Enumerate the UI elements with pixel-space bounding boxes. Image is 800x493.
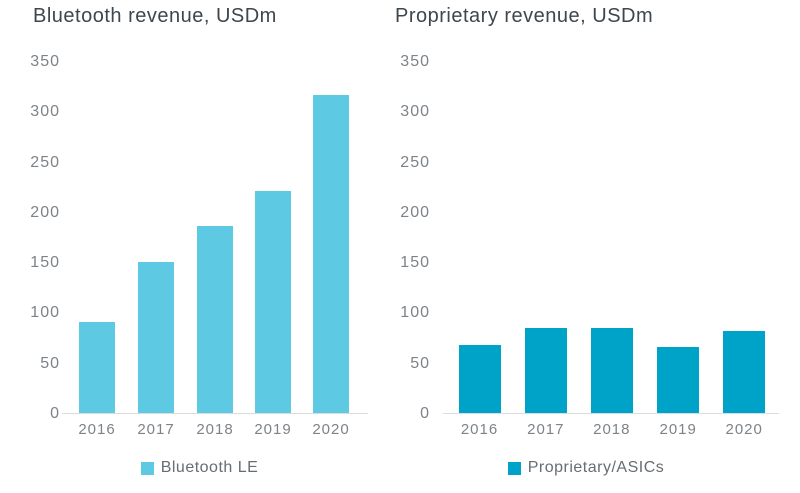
x-tick-label: 2020 [725,421,763,438]
y-tick-label: 100 [30,304,60,322]
y-tick-label: 0 [420,405,430,422]
x-tick-label: 2016 [78,421,116,438]
x-tick-label: 2020 [312,421,350,438]
x-axis-line [62,413,368,414]
y-tick-label: 350 [30,53,60,70]
plot-area-bluetooth [62,62,368,414]
y-tick-label: 50 [410,354,430,372]
chart-title-proprietary: Proprietary revenue, USDm [395,5,654,27]
bar-proprietary-asics-2017 [524,328,567,413]
y-tick-label: 300 [30,103,60,121]
x-tick-label: 2018 [196,421,234,438]
x-tick-label: 2018 [593,421,631,438]
bar-bluetooth-le-2016 [79,322,115,413]
plot-area-proprietary [443,62,779,414]
y-tick-label: 300 [400,103,430,121]
y-tick-label: 150 [400,254,430,272]
y-tick-label: 0 [50,405,60,422]
bar-proprietary-asics-2020 [723,331,766,413]
x-tick-label: 2019 [254,421,292,438]
chart-panel-bluetooth: Bluetooth revenue, USDm Bluetooth LE 350… [0,0,388,493]
bar-bluetooth-le-2019 [255,191,291,413]
x-axis-line [443,413,779,414]
chart-panel-proprietary: Proprietary revenue, USDm Proprietary/AS… [390,0,800,493]
bar-proprietary-asics-2018 [590,328,633,413]
y-tick-label: 200 [30,203,60,221]
y-tick-label: 350 [400,53,430,70]
y-tick-label: 100 [400,304,430,322]
legend-proprietary: Proprietary/ASICs [395,459,777,477]
bar-bluetooth-le-2020 [313,95,349,413]
y-tick-label: 150 [30,254,60,272]
x-tick-label: 2017 [527,421,565,438]
bar-bluetooth-le-2018 [197,226,233,413]
bar-proprietary-asics-2019 [657,347,700,413]
legend-bluetooth: Bluetooth LE [33,459,366,477]
x-tick-label: 2019 [659,421,697,438]
x-tick-label: 2017 [137,421,175,438]
chart-title-bluetooth: Bluetooth revenue, USDm [33,5,277,27]
legend-swatch-proprietary [507,461,521,475]
y-tick-label: 50 [40,354,60,372]
legend-label-bluetooth: Bluetooth LE [160,459,259,476]
y-tick-label: 250 [400,153,430,171]
x-tick-label: 2016 [460,421,499,438]
legend-swatch-bluetooth [140,461,154,475]
y-tick-label: 200 [400,203,430,221]
bar-proprietary-asics-2016 [458,345,501,413]
y-tick-label: 250 [30,153,60,171]
legend-label-proprietary: Proprietary/ASICs [527,459,665,476]
bar-bluetooth-le-2017 [138,262,174,413]
